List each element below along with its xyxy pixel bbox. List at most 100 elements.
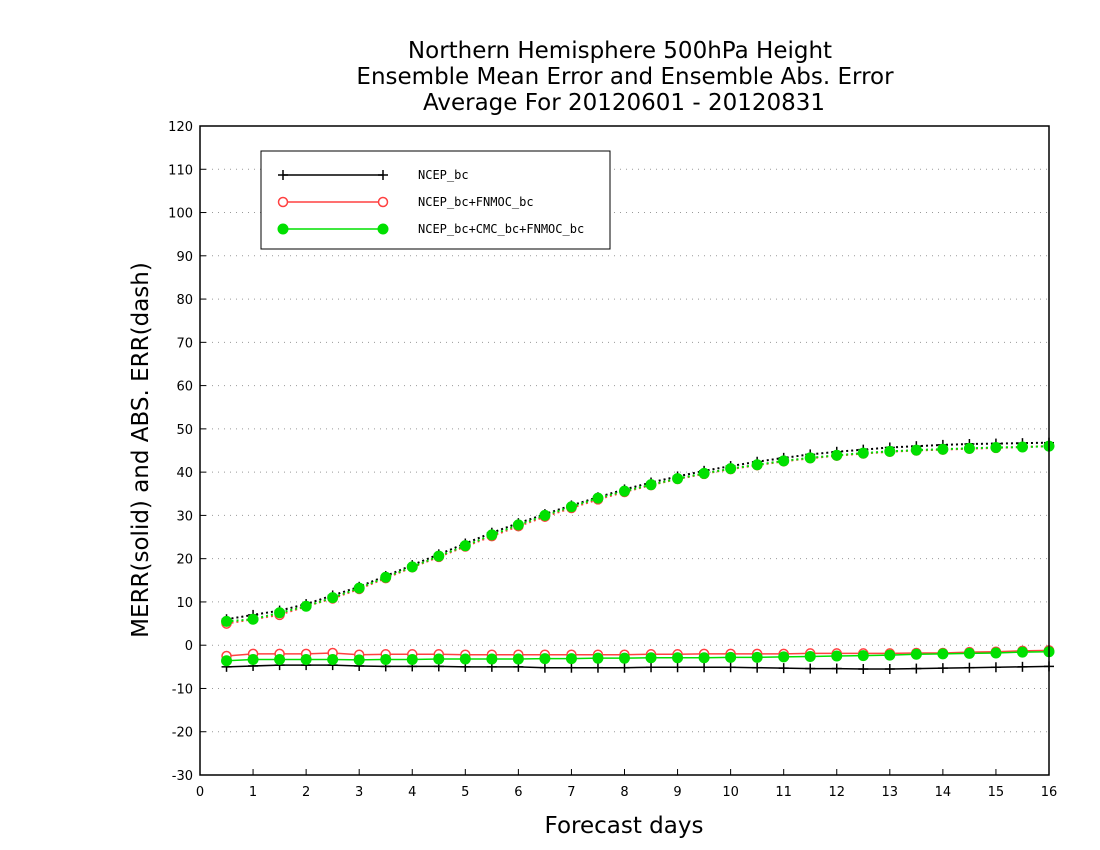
data-point-filled-circle	[277, 223, 289, 235]
x-tick-label: 4	[408, 785, 416, 800]
x-tick-label: 5	[461, 785, 469, 800]
data-point-filled-circle	[459, 540, 471, 552]
data-point-filled-circle	[565, 653, 577, 665]
data-point-filled-circle	[380, 571, 392, 583]
data-point-plus	[884, 663, 895, 674]
data-point-filled-circle	[645, 479, 657, 491]
series-line	[226, 445, 1050, 625]
y-tick-label: -10	[172, 682, 193, 697]
x-tick-label: 10	[722, 785, 739, 800]
series-0-abs_err	[221, 437, 1054, 625]
data-point-filled-circle	[1016, 646, 1028, 658]
data-point-filled-circle	[353, 654, 365, 666]
chart-title: Northern Hemisphere 500hPa Height Ensemb…	[356, 38, 894, 116]
data-point-open-circle	[277, 196, 289, 208]
y-tick-label: 110	[168, 163, 193, 178]
data-point-filled-circle	[619, 652, 630, 664]
y-tick-label: 90	[176, 250, 193, 265]
x-tick-label: 8	[620, 785, 628, 800]
x-tick-label: 16	[1041, 785, 1058, 800]
data-point-filled-circle	[406, 561, 418, 573]
data-point-filled-circle	[592, 492, 604, 504]
legend-box	[260, 150, 611, 250]
data-point-plus	[566, 662, 577, 673]
data-point-plus	[1017, 661, 1028, 672]
data-point-filled-circle	[990, 647, 1002, 659]
data-point-filled-circle	[486, 529, 498, 541]
legend: NCEP_bc NCEP_bc+FNMOC_bc NCEP_bc+CMC_bc+FN…	[260, 150, 611, 250]
data-point-filled-circle	[910, 444, 922, 456]
legend-label: NCEP_bc+FNMOC_bc	[418, 195, 534, 209]
y-tick-label: 10	[176, 596, 193, 611]
data-point-plus	[858, 663, 869, 674]
data-point-filled-circle	[831, 449, 843, 461]
data-point-plus	[911, 663, 922, 674]
data-point-plus	[699, 662, 710, 673]
data-point-plus	[831, 663, 842, 674]
data-point-plus	[725, 662, 736, 673]
x-tick-label: 12	[828, 785, 845, 800]
data-point-filled-circle	[274, 653, 286, 665]
data-point-filled-circle	[539, 509, 551, 521]
x-tick-label: 0	[196, 785, 204, 800]
y-tick-label: 50	[176, 423, 193, 438]
data-point-filled-circle	[565, 501, 577, 513]
y-tick-label: 120	[168, 120, 193, 135]
data-point-filled-circle	[751, 651, 763, 663]
y-tick-label: 70	[176, 336, 193, 351]
data-point-filled-circle	[619, 485, 630, 497]
x-tick-label: 15	[988, 785, 1005, 800]
data-point-filled-circle	[698, 467, 710, 479]
data-point-filled-circle	[300, 653, 312, 665]
y-tick-label: 100	[168, 207, 193, 222]
legend-label: NCEP_bc+CMC_bc+FNMOC_bc	[418, 222, 584, 236]
x-tick-label: 3	[355, 785, 363, 800]
data-point-plus	[805, 663, 816, 674]
series-line	[226, 441, 1050, 621]
data-point-filled-circle	[963, 647, 975, 659]
x-tick-label: 6	[514, 785, 522, 800]
data-point-filled-circle	[857, 650, 869, 662]
title-line-2: Ensemble Mean Error and Ensemble Abs. Er…	[356, 64, 894, 90]
data-point-filled-circle	[327, 653, 339, 665]
data-point-filled-circle	[672, 652, 684, 664]
x-tick-label: 7	[567, 785, 575, 800]
y-tick-label: 40	[176, 466, 193, 481]
x-tick-label: 1	[249, 785, 257, 800]
data-point-plus	[619, 662, 630, 673]
y-tick-label: 30	[176, 509, 193, 524]
data-point-filled-circle	[327, 592, 339, 604]
data-point-filled-circle	[380, 653, 392, 665]
data-point-filled-circle	[406, 653, 418, 665]
data-point-filled-circle	[910, 648, 922, 660]
data-point-filled-circle	[751, 459, 763, 471]
data-point-filled-circle	[937, 648, 949, 660]
data-point-plus	[964, 662, 975, 673]
series-line	[226, 664, 1050, 670]
data-point-filled-circle	[274, 607, 286, 619]
data-point-filled-circle	[645, 652, 657, 664]
data-point-filled-circle	[698, 652, 710, 664]
y-tick-label: 20	[176, 553, 193, 568]
data-point-filled-circle	[778, 651, 790, 663]
y-axis: -30 -20 -10 0 10 20 30 40 50 60 70 80 90 100 110 120	[168, 120, 206, 784]
data-point-filled-circle	[459, 653, 471, 665]
data-point-filled-circle	[1016, 441, 1028, 453]
data-point-filled-circle	[592, 652, 604, 664]
legend-entry: NCEP_bc+FNMOC_bc	[277, 195, 534, 209]
data-point-filled-circle	[804, 452, 816, 464]
legend-label: NCEP_bc	[418, 168, 469, 182]
y-tick-label: 0	[185, 639, 193, 654]
data-point-filled-circle	[884, 445, 896, 457]
data-point-plus	[278, 170, 288, 180]
data-point-filled-circle	[433, 653, 445, 665]
data-point-filled-circle	[300, 600, 312, 612]
data-point-plus	[778, 663, 789, 674]
data-point-filled-circle	[247, 653, 259, 665]
x-axis-label: Forecast days	[545, 813, 704, 839]
data-point-filled-circle	[353, 582, 365, 594]
x-tick-label: 11	[775, 785, 792, 800]
data-point-plus	[672, 662, 683, 673]
data-point-filled-circle	[857, 447, 869, 459]
